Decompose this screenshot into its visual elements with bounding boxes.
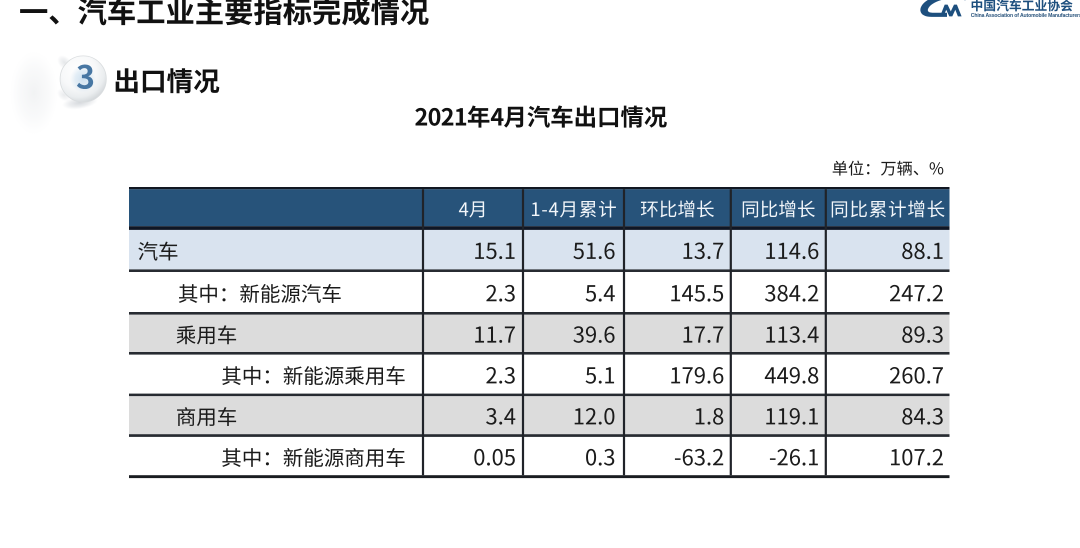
svg-text:China Association of Automobil: China Association of Automobile Manufact…: [971, 13, 1080, 19]
